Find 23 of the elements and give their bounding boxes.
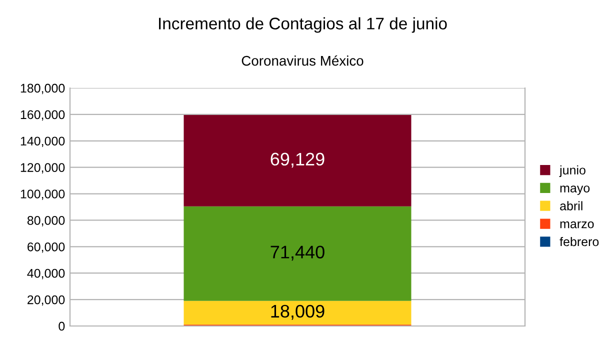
bar [184,206,412,301]
legend-label: junio [559,165,586,178]
y-tick-label: 120,000 [20,163,65,174]
legend-label: febrero [560,236,599,246]
y-tick-label: 160,000 [20,110,65,121]
y-tick-label: 140,000 [20,136,65,148]
bar [184,300,412,325]
chart-subtitle: Coronavirus México [242,55,364,66]
chart-title: Incremento de Contagios al 17 de junio [159,17,447,33]
legend-label: marzo [560,221,594,228]
legend-label: mayo [560,186,590,195]
y-tick-label: 180,000 [20,84,65,94]
y-tick-label: 100,000 [20,190,65,200]
data-label: 71,440 [270,246,324,261]
y-tick-label: 20,000 [28,295,65,306]
bar [184,115,412,206]
data-label: 69,129 [270,152,324,168]
y-tick-label: 80,000 [27,216,65,226]
legend-label: abril [560,201,582,210]
y-tick-label: 40,000 [27,268,65,280]
data-label: 18,009 [271,304,324,320]
y-tick-label: 0 [58,322,65,331]
y-tick-label: 60,000 [28,242,65,253]
